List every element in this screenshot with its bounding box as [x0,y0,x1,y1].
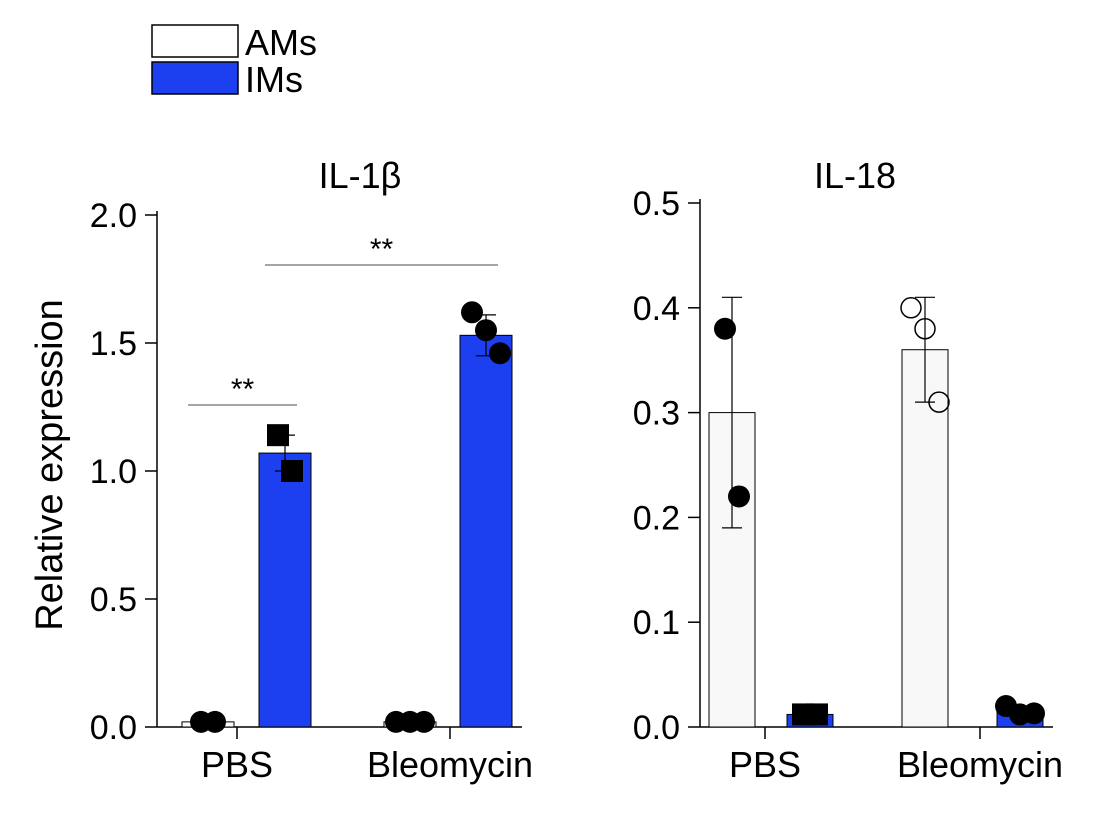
data-point [806,703,828,726]
legend-swatch [151,61,239,95]
data-point [900,297,922,319]
data-point [728,485,750,508]
x-tick-label: PBS [729,744,801,785]
significance-label: ** [231,373,255,406]
y-tick-label: 1.5 [90,325,137,363]
y-tick-label: 2.0 [90,197,137,235]
chart-title: IL-1β [319,155,402,196]
y-tick-label: 1.0 [90,453,137,491]
data-point [1023,702,1045,725]
y-tick-label: 0.0 [633,709,680,747]
x-tick-label: PBS [201,744,273,785]
y-tick-label: 0.4 [633,290,680,328]
legend-swatch [151,24,239,58]
legend-label: AMs [245,22,317,63]
y-tick-label: 0.1 [633,604,680,642]
y-tick-label: 0.5 [90,581,137,619]
bar [459,334,513,728]
x-tick-label: Bleomycin [367,744,533,785]
data-point [489,342,511,365]
data-point [267,424,289,447]
y-axis-label: Relative expression [29,299,71,631]
data-point [281,460,303,482]
bar [901,349,949,728]
bar [258,452,312,728]
data-point [461,301,483,324]
chart-title: IL-18 [814,155,896,196]
y-tick-label: 0.5 [633,185,680,223]
y-tick-label: 0.3 [633,395,680,433]
y-tick-label: 0.2 [633,499,680,537]
data-point [413,710,435,733]
significance-label: ** [370,233,394,266]
data-point [928,391,950,413]
x-tick-label: Bleomycin [897,744,1063,785]
data-point [914,318,936,340]
legend-label: IMs [245,59,303,100]
y-tick-label: 0.0 [90,709,137,747]
data-point [475,319,497,342]
data-point [204,710,226,733]
data-point [714,317,736,340]
